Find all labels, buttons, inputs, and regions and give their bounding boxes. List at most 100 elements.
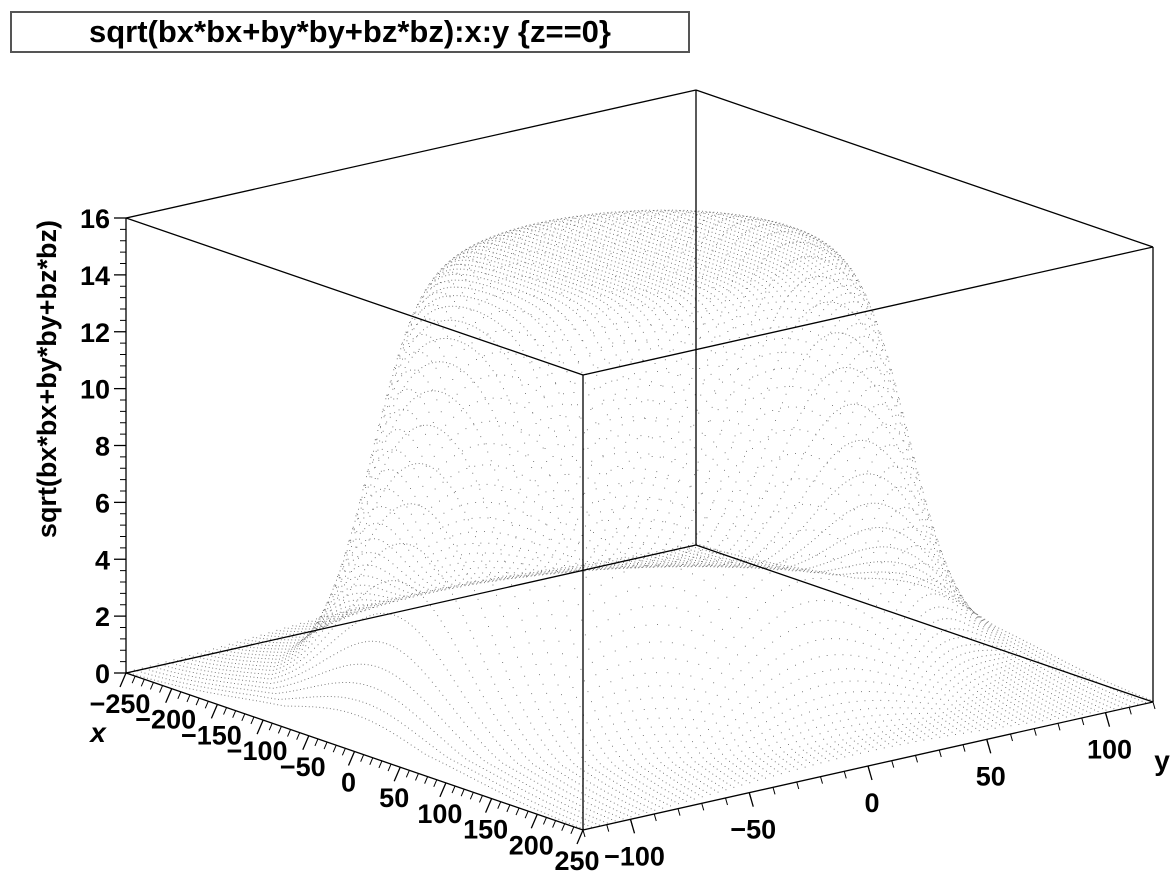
- x-minor-tick: [460, 788, 465, 797]
- z-tick-label: 0: [95, 659, 110, 689]
- frame-bottom-edge: [695, 544, 1154, 703]
- x-minor-tick: [277, 726, 282, 734]
- y-axis-label: y: [1154, 745, 1170, 776]
- frame-top-edge: [695, 89, 1154, 248]
- y-minor-tick: [915, 755, 918, 763]
- x-minor-tick: [479, 795, 483, 803]
- x-minor-tick: [323, 741, 328, 750]
- x-minor-tick: [360, 754, 365, 762]
- x-major-tick: [210, 704, 218, 719]
- y-minor-tick: [1152, 701, 1156, 710]
- x-major-tick: [302, 735, 310, 751]
- y-minor-tick: [653, 813, 657, 822]
- x-minor-tick: [250, 716, 255, 725]
- x-tick-label: 150: [463, 815, 508, 845]
- x-minor-tick: [506, 804, 511, 813]
- frame-top-edge: [582, 246, 1154, 376]
- y-minor-tick: [1128, 707, 1132, 715]
- x-minor-tick: [287, 729, 291, 737]
- x-tick-label: −200: [135, 705, 196, 735]
- y-minor-tick: [725, 797, 728, 806]
- z-tick-label: 6: [95, 488, 110, 518]
- x-major-tick: [439, 782, 447, 798]
- y-minor-tick: [772, 787, 776, 795]
- x-minor-tick: [497, 801, 502, 809]
- x-minor-tick: [378, 760, 383, 769]
- y-minor-tick: [701, 803, 705, 811]
- z-tick-label: 12: [80, 318, 110, 348]
- x-minor-tick: [542, 817, 547, 825]
- x-minor-tick: [515, 807, 520, 816]
- x-major-tick: [530, 814, 538, 829]
- x-minor-tick: [241, 713, 246, 722]
- y-tick-label: 0: [864, 788, 879, 818]
- x-tick-label: −100: [227, 736, 288, 766]
- x-major-tick: [576, 829, 584, 845]
- x-minor-tick: [149, 682, 154, 690]
- axis-tick-labels: 0 2 4 6 8 10 12 14 16 sqrt(bx*bx+by*by+bz*bz) 2502…: [32, 204, 1170, 872]
- y-minor-tick: [582, 829, 586, 838]
- chart-title: sqrt(bx*bx+by*by+bz*bz):x:y {z==0}: [10, 11, 690, 53]
- y-tick-label: −100: [604, 841, 665, 871]
- x-tick-label: 200: [509, 830, 554, 860]
- z-axis-label: sqrt(bx*bx+by*by+bz*bz): [32, 220, 62, 538]
- z-tick-label: 4: [95, 545, 110, 575]
- x-minor-tick: [451, 785, 456, 794]
- x-minor-tick: [332, 745, 337, 753]
- x-minor-tick: [433, 779, 438, 787]
- axis-ticks: [114, 217, 1156, 845]
- frame-bottom-edge: [125, 544, 697, 674]
- z-tick-label: 2: [95, 602, 110, 632]
- x-tick-label: −250: [90, 689, 151, 719]
- x-major-tick: [119, 672, 127, 688]
- x-minor-tick: [296, 732, 301, 740]
- y-minor-tick: [630, 819, 633, 827]
- x-tick-label: 0: [341, 768, 356, 798]
- x-minor-tick: [570, 826, 575, 835]
- y-minor-tick: [938, 749, 942, 758]
- x-minor-tick: [204, 701, 209, 709]
- x-minor-tick: [268, 723, 273, 731]
- x-minor-tick: [341, 748, 346, 756]
- y-tick-label: 100: [1087, 735, 1132, 765]
- y-minor-tick: [867, 765, 871, 774]
- x-minor-tick: [131, 675, 136, 684]
- y-tick-label: −50: [730, 815, 776, 845]
- x-minor-tick: [140, 679, 145, 687]
- y-minor-tick: [677, 808, 681, 816]
- z-tick-label: 8: [95, 432, 110, 462]
- x-minor-tick: [223, 707, 227, 715]
- x-minor-tick: [232, 710, 237, 718]
- x-major-tick: [256, 719, 264, 735]
- y-minor-tick: [1033, 728, 1037, 736]
- x-minor-tick: [159, 685, 164, 693]
- x-minor-tick: [561, 823, 566, 831]
- x-major-tick: [347, 751, 356, 766]
- x-minor-tick: [415, 773, 419, 781]
- y-minor-tick: [1081, 717, 1085, 726]
- x-tick-label: 250: [554, 846, 599, 872]
- y-minor-tick: [1010, 733, 1013, 742]
- x-minor-tick: [387, 763, 392, 772]
- x-major-tick: [165, 688, 173, 703]
- y-minor-tick: [962, 744, 966, 752]
- y-minor-tick: [986, 739, 990, 747]
- y-minor-tick: [891, 760, 895, 768]
- x-minor-tick: [424, 776, 429, 784]
- x-minor-tick: [314, 738, 319, 747]
- x-minor-tick: [469, 792, 474, 800]
- x-minor-tick: [524, 810, 529, 819]
- x-tick-label: 50: [379, 783, 409, 813]
- x-axis-label: x: [88, 717, 107, 748]
- x-tick-label: −50: [280, 752, 326, 782]
- x-minor-tick: [177, 691, 182, 700]
- y-tick-label: 50: [976, 761, 1006, 791]
- z-tick-label: 14: [80, 261, 110, 291]
- x-minor-tick: [195, 697, 200, 706]
- y-minor-tick: [796, 781, 800, 790]
- z-tick-label: 16: [80, 204, 110, 234]
- y-minor-tick: [1057, 723, 1061, 731]
- x-major-tick: [485, 798, 493, 813]
- x-minor-tick: [369, 757, 374, 765]
